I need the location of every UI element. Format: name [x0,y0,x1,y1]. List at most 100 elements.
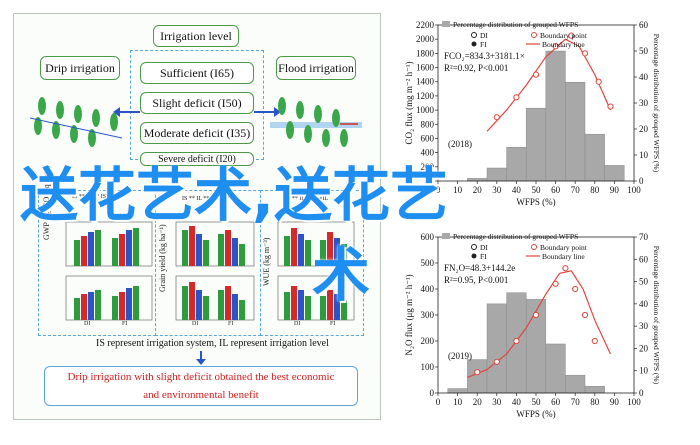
legend-fi: FI [480,40,487,49]
boundary-point [595,78,602,85]
boundary-point [513,337,520,345]
y-axis-label: CO₂ flux (mg m⁻² h⁻¹) [404,61,414,144]
y-right-tick-label: 40 [639,72,649,82]
x-tick-label: 30 [492,185,502,195]
drip-field-illustration [29,88,123,150]
boundary-point [513,94,520,101]
wue-bars [284,228,347,320]
legend-swatch-histogram [442,21,450,27]
y-axis-label: N₂O flux (μg m⁻² h⁻¹) [404,274,414,355]
x-tick-label: 90 [610,185,620,195]
y-right-tick-label: 50 [639,277,649,287]
boundary-point [552,280,559,287]
legend-marker-fi [471,41,477,47]
y-right-tick-label: 60 [639,20,649,30]
histogram-bar [584,386,605,394]
arrow-right-line [254,111,276,113]
y-tick-label: 0 [430,176,435,186]
legend-marker-boundary-point [531,244,537,250]
wue-significance: IS ** IL ** IS×IL [285,196,329,202]
r2-text: R²=0.95, P<0.001 [444,275,508,285]
histogram-bar [584,133,605,182]
down-arrow-line [200,351,202,361]
arrow-right-head-icon [274,107,281,117]
boundary-point [474,369,481,376]
x-axis-label: WFPS (%) [516,197,555,207]
arrow-left-line [118,111,140,113]
drip-irrigation-label: Drip irrigation [40,56,120,80]
boundary-point [493,114,500,121]
boundary-point [581,50,589,57]
yield-group-fi: FI [228,321,234,327]
result-box: Drip irrigation with slight deficit obta… [44,366,358,406]
histogram-bar [447,388,468,394]
equation-text: FCO₂=834.3+3181.1× [444,51,525,61]
y-tick-label: 800 [421,119,435,129]
boundary-point [562,265,569,272]
y-tick-label: 1000 [416,105,435,115]
x-tick-label: 20 [473,397,483,407]
level-severe-deficit: Severe deficit (I20) [140,152,254,166]
x-tick-label: 100 [627,397,641,407]
panel-wue [260,190,364,336]
boundary-point [568,32,575,39]
boundary-point [572,285,579,293]
histogram-bar [545,50,566,182]
y-tick-label: 400 [421,284,435,294]
y-tick-label: 1200 [416,91,435,101]
legend-marker-di [471,244,477,250]
x-tick-label: 20 [473,185,483,195]
y-right-tick-label: 60 [639,254,649,264]
y-right-tick-label: 30 [639,98,649,108]
y-right-tick-label: 0 [639,176,644,186]
drip-plants-icon [29,97,123,147]
yield-significance: IS ** IL ** IS×IL * [182,196,230,202]
legend-marker-boundary-point [531,32,537,38]
histogram-bar [565,374,586,394]
y-right-tick-label: 50 [639,46,649,56]
y-right-tick-label: 40 [639,299,649,309]
legend-fi: FI [480,252,487,261]
x-tick-label: 10 [453,185,463,195]
x-tick-label: 0 [436,397,441,407]
y-tick-label: 400 [421,148,435,158]
histogram-bar [486,167,507,182]
histogram-bar [486,303,507,394]
y-tick-label: 600 [421,133,435,143]
y-right-axis-label: Percentage distribution of grouped WFPS … [652,246,661,385]
overlay-text-line-1: 送花艺术,送花艺 [20,161,449,229]
chart-co2: 0 10 20 30 40 50 60 70 80 90 100020040060080010001… [404,20,661,207]
y-right-tick-label: 10 [639,366,649,376]
histogram-bar [506,146,527,182]
x-tick-label: 0 [436,185,441,195]
y-tick-label: 200 [421,162,435,172]
y-tick-label: 100 [421,362,435,372]
level-moderate-deficit: Moderate deficit (I35) [140,122,254,144]
x-tick-label: 90 [610,397,620,407]
y-tick-label: 200 [421,336,435,346]
histogram-bar [545,343,566,394]
legend-boundary-point: Boundary point [540,31,588,40]
result-line-1: Drip irrigation with slight deficit obta… [67,371,335,383]
note-text: IS represent irrigation system, IL repre… [96,338,329,349]
y-right-tick-label: 20 [639,124,649,134]
yield-group-di: DI [192,321,199,327]
boundary-point [607,103,614,110]
panel-year-label: (2019) [448,351,472,361]
boundary-point [552,43,559,50]
boundary-point [581,311,589,319]
x-tick-label: 60 [551,397,561,407]
x-tick-label: 40 [512,397,522,407]
y-tick-label: 1600 [416,63,435,73]
gwp-bars [74,228,139,320]
irrigation-level-title: Irrigation level [153,25,239,47]
y-tick-label: 300 [421,310,435,320]
mini-bar-charts [65,221,355,321]
x-tick-label: 50 [532,397,542,407]
legend-di: DI [480,243,488,252]
x-tick-label: 40 [512,185,522,195]
chart-n2o: 0 10 20 30 40 50 60 70 80 90 100010020030040050060… [404,232,661,419]
legend-di: DI [480,31,488,40]
y-right-tick-label: 20 [639,343,649,353]
flood-irrigation-label: Flood irrigation [276,56,356,80]
